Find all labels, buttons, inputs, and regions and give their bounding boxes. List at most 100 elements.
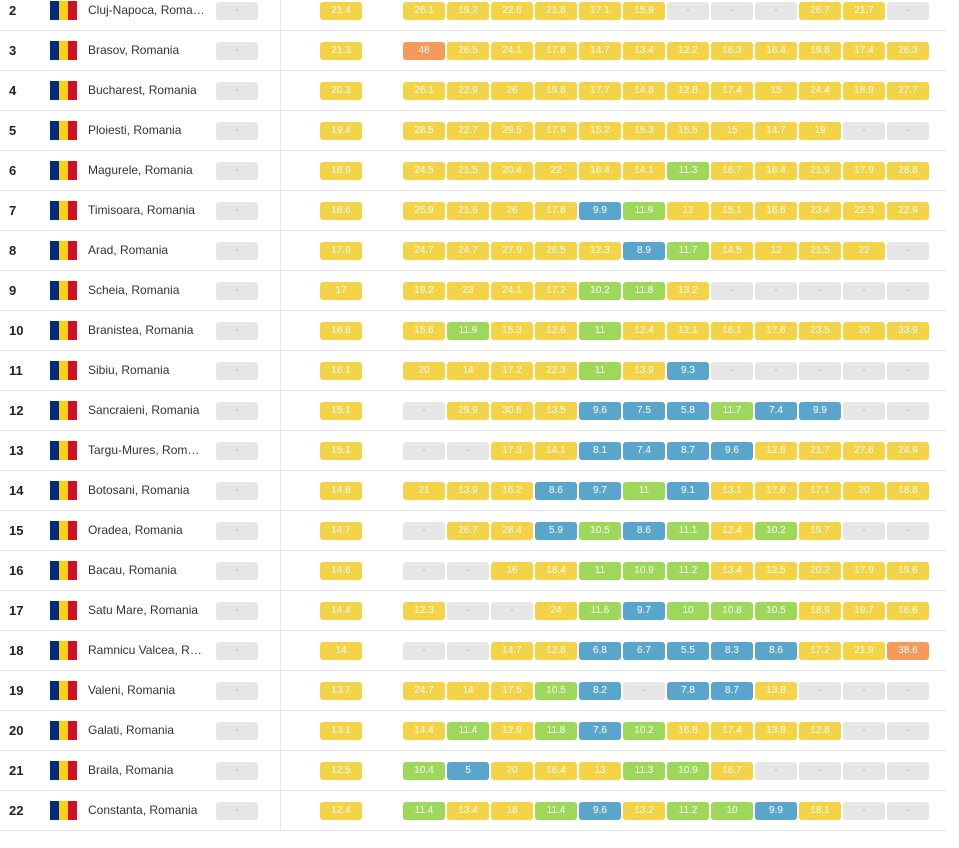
- month-value-badge: 17.3: [491, 442, 533, 460]
- table-row[interactable]: 15 Oradea, Romania -14.7-26.7 28.4 5.9 10.5 8.…: [0, 511, 946, 551]
- city-name-link[interactable]: Branistea, Romania: [88, 323, 194, 337]
- month-value-badge: -: [755, 282, 797, 300]
- month-value-badge: 17.6: [755, 482, 797, 500]
- table-row[interactable]: 21 Braila, Romania -12.5 10.4 5 20 16.4 13 11.3 1…: [0, 751, 946, 791]
- table-row[interactable]: 8 Arad, Romania -17.9 24.7 24.7 27.9 26.5 12.3 8…: [0, 231, 946, 271]
- month-value-badge: 21.5: [447, 162, 489, 180]
- column-divider: [280, 631, 281, 670]
- romania-flag-icon: [50, 481, 77, 500]
- current-value-badge: -: [216, 2, 258, 20]
- month-value-badge: -: [843, 122, 885, 140]
- month-value-badge: 14.8: [623, 82, 665, 100]
- month-value-badge: 8.7: [711, 682, 753, 700]
- table-row[interactable]: 17 Satu Mare, Romania -14.4 12.3- -24 11.6 9.7…: [0, 591, 946, 631]
- table-row[interactable]: 19 Valeni, Romania -13.7 24.7 14 17.5 10.5 8.2-…: [0, 671, 946, 711]
- column-divider: [280, 111, 281, 150]
- month-value-badge: 26.1: [403, 2, 445, 20]
- column-divider: [280, 551, 281, 590]
- table-row[interactable]: 7 Timisoara, Romania - 18.6 25.9 21.6 26 17.8 9.…: [0, 191, 946, 231]
- month-value-badge: 15.6: [403, 322, 445, 340]
- current-value-badge: -: [216, 682, 258, 700]
- city-name-link[interactable]: Ploiesti, Romania: [88, 123, 182, 137]
- rank-number: 21: [9, 763, 24, 778]
- table-row[interactable]: 16 Bacau, Romania -14.6- -16 18.4 11 10.9 11.2 1…: [0, 551, 946, 591]
- month-value-badge: 16.4: [755, 42, 797, 60]
- month-value-badge: 7.8: [667, 682, 709, 700]
- month-value-badge: 24.1: [491, 282, 533, 300]
- month-value-badge: 14: [447, 362, 489, 380]
- city-name-link[interactable]: Satu Mare, Romania: [88, 603, 199, 617]
- month-value-badge: 22.7: [447, 122, 489, 140]
- month-value-badge: 14.7: [491, 642, 533, 660]
- city-name-link[interactable]: Sibiu, Romania: [88, 363, 170, 377]
- column-divider: [280, 311, 281, 350]
- table-row[interactable]: 20 Galati, Romania - 13.1 14.4 11.4 12.9 11.8 7.…: [0, 711, 946, 751]
- romania-flag-icon: [50, 161, 77, 180]
- table-row[interactable]: 13 Targu-Mures, Romania -15.1- -17.3 14.1 8.1…: [0, 431, 946, 471]
- city-name-link[interactable]: Bacau, Romania: [88, 563, 177, 577]
- month-value-badge: 14.7: [579, 42, 621, 60]
- month-value-badge: 22.9: [887, 202, 929, 220]
- city-name-link[interactable]: Arad, Romania: [88, 243, 169, 257]
- current-value-badge: -: [216, 722, 258, 740]
- romania-flag-icon: [50, 41, 77, 60]
- table-row[interactable]: 4 Bucharest, Romania -20.3 26.1 22.9 26 19.8 17…: [0, 71, 946, 111]
- month-value-badge: 12.6: [755, 442, 797, 460]
- city-name-link[interactable]: Targu-Mures, Romania: [88, 443, 206, 457]
- romania-flag-icon: [50, 561, 77, 580]
- month-value-badge: 20: [843, 322, 885, 340]
- month-value-badge: 11: [579, 562, 621, 580]
- table-row[interactable]: 22 Constanta, Romania -12.4 11.4 13.4 18 11.4 9…: [0, 791, 946, 831]
- month-value-badge: 11.9: [623, 202, 665, 220]
- month-value-badge: 12.6: [535, 322, 577, 340]
- table-row[interactable]: 10 Branistea, Romania -16.8 15.6 11.9 15.3 12.…: [0, 311, 946, 351]
- city-name-link[interactable]: Ramnicu Valcea, Romania: [88, 643, 206, 657]
- month-value-badge: 16.4: [755, 162, 797, 180]
- table-row[interactable]: 11 Sibiu, Romania -16.1 20 14 17.2 22.3 11 13.9 9…: [0, 351, 946, 391]
- month-value-badge: 11.3: [667, 162, 709, 180]
- city-name-link[interactable]: Cluj-Napoca, Romania: [88, 3, 206, 17]
- romania-flag-icon: [50, 241, 77, 260]
- month-value-badge: 12: [667, 202, 709, 220]
- city-name-link[interactable]: Timisoara, Romania: [88, 203, 195, 217]
- month-value-badge: 9.6: [579, 802, 621, 820]
- month-value-badge: -: [447, 642, 489, 660]
- city-name-link[interactable]: Constanta, Romania: [88, 803, 198, 817]
- city-name-link[interactable]: Magurele, Romania: [88, 163, 193, 177]
- table-row[interactable]: 12 Sancraieni, Romania -15.1-29.9 30.6 13.5 9…: [0, 391, 946, 431]
- city-name-link[interactable]: Bucharest, Romania: [88, 83, 197, 97]
- current-value-badge: -: [216, 442, 258, 460]
- city-name-link[interactable]: Sancraieni, Romania: [88, 403, 200, 417]
- city-name-link[interactable]: Braila, Romania: [88, 763, 174, 777]
- city-name-link[interactable]: Scheia, Romania: [88, 283, 180, 297]
- table-row[interactable]: 6 Magurele, Romania -18.9 24.5 21.5 20.4 22 16.…: [0, 151, 946, 191]
- month-value-badge: -: [491, 602, 533, 620]
- table-row[interactable]: 3 Brasov, Romania -21.3 48 26.5 24.1 17.8 14.7 1…: [0, 31, 946, 71]
- city-name-link[interactable]: Botosani, Romania: [88, 483, 190, 497]
- table-row[interactable]: 14 Botosani, Romania - 14.8 21 13.9 16.2 8.6 9.7…: [0, 471, 946, 511]
- yearly-average-badge: 12.4: [320, 802, 362, 820]
- month-value-badge: 23.4: [799, 202, 841, 220]
- city-name-link[interactable]: Oradea, Romania: [88, 523, 183, 537]
- month-value-badge: 19.8: [799, 42, 841, 60]
- month-value-badge: 10: [667, 602, 709, 620]
- month-value-badge: 21.7: [843, 2, 885, 20]
- month-value-badge: -: [887, 762, 929, 780]
- month-value-badge: 13.2: [623, 802, 665, 820]
- romania-flag-icon: [50, 1, 77, 20]
- month-value-badge: 14.5: [711, 242, 753, 260]
- romania-flag-icon: [50, 641, 77, 660]
- table-row[interactable]: 2 Cluj-Napoca, Romania -21.4 26.1 19.2 22.6 21…: [0, 0, 946, 31]
- city-name-link[interactable]: Valeni, Romania: [88, 683, 176, 697]
- rank-number: 7: [9, 203, 17, 218]
- month-value-badge: 16.6: [755, 202, 797, 220]
- month-value-badge: 24.7: [447, 242, 489, 260]
- table-row[interactable]: 9 Scheia, Romania - 17 19.2 23 24.1 17.2 10.2 11.…: [0, 271, 946, 311]
- city-name-link[interactable]: Galati, Romania: [88, 723, 175, 737]
- column-divider: [280, 351, 281, 390]
- month-value-badge: 21.9: [843, 642, 885, 660]
- table-row[interactable]: 5 Ploiesti, Romania -19.4 28.5 22.7 29.5 17.9 1…: [0, 111, 946, 151]
- city-name-link[interactable]: Brasov, Romania: [88, 43, 180, 57]
- yearly-average-badge: 14.4: [320, 602, 362, 620]
